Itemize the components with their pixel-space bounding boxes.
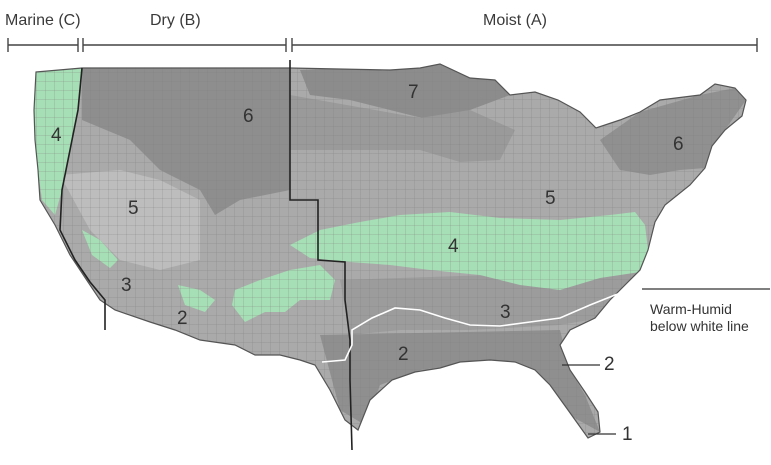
zone-label-4-east: 4 <box>448 236 459 257</box>
region-label-marine: Marine (C) <box>5 12 81 29</box>
region-label-moist: Moist (A) <box>483 12 547 29</box>
zone-label-6-east: 6 <box>673 134 684 155</box>
warm-humid-white-line <box>321 287 636 363</box>
region-dividers <box>59 60 353 451</box>
zone-label-2-florida: 2 <box>604 354 615 375</box>
zone-label-2-texas: 2 <box>398 344 409 365</box>
warm-humid-note: Warm-Humid below white line <box>650 301 749 335</box>
zone-label-7: 7 <box>408 82 419 103</box>
marine-dry-divider <box>59 67 106 330</box>
us-map <box>34 64 746 438</box>
warm-humid-note-line2: below white line <box>650 318 749 334</box>
zone-label-4-west: 4 <box>51 125 62 146</box>
warm-humid-note-line1: Warm-Humid <box>650 301 732 317</box>
zone-label-3-east: 3 <box>500 302 511 323</box>
dry-moist-divider <box>289 60 353 451</box>
us-outline <box>33 63 747 439</box>
zone-label-5-east: 5 <box>545 188 556 209</box>
zone-label-1: 1 <box>622 424 633 445</box>
zone-label-6-west: 6 <box>243 106 254 127</box>
region-brackets <box>7 38 758 52</box>
zone-label-5-west: 5 <box>128 198 139 219</box>
zone-label-3-west: 3 <box>121 275 132 296</box>
region-label-dry: Dry (B) <box>150 12 201 29</box>
zone-label-2-west: 2 <box>177 308 188 329</box>
